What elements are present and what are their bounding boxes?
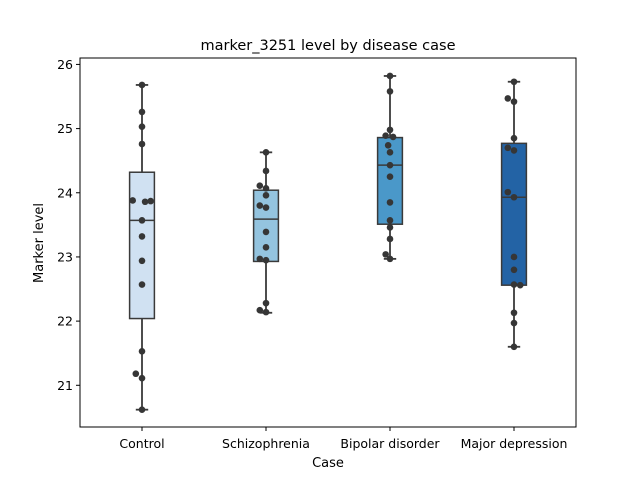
data-point bbox=[386, 149, 394, 156]
data-point bbox=[262, 256, 270, 264]
data-point bbox=[510, 253, 518, 261]
data-point bbox=[386, 126, 394, 134]
data-point bbox=[138, 217, 146, 224]
data-point bbox=[382, 132, 389, 139]
data-point bbox=[386, 173, 394, 181]
data-point bbox=[138, 374, 146, 382]
data-point bbox=[138, 233, 146, 240]
data-point bbox=[386, 235, 394, 243]
y-axis-label: Marker level bbox=[32, 203, 47, 283]
data-point bbox=[138, 81, 146, 89]
data-point bbox=[262, 228, 270, 236]
data-point bbox=[386, 72, 394, 80]
data-point bbox=[256, 306, 264, 314]
data-point bbox=[510, 134, 518, 142]
y-tick-label: 21 bbox=[57, 378, 73, 393]
x-tick-label: Control bbox=[119, 436, 164, 451]
data-point bbox=[138, 140, 146, 148]
data-point bbox=[510, 78, 518, 86]
data-point bbox=[147, 197, 154, 205]
x-axis-label: Case bbox=[312, 456, 344, 471]
data-point bbox=[510, 266, 518, 274]
data-point bbox=[141, 198, 149, 206]
x-tick-label: Bipolar disorder bbox=[340, 436, 440, 451]
data-point bbox=[262, 167, 270, 175]
data-point bbox=[510, 147, 518, 154]
axes-frame bbox=[79, 57, 577, 428]
data-point bbox=[510, 309, 518, 317]
data-point bbox=[132, 370, 140, 378]
data-point bbox=[262, 308, 270, 316]
y-tick-label: 25 bbox=[57, 121, 73, 136]
data-point bbox=[382, 251, 389, 258]
data-point bbox=[138, 123, 146, 130]
box-major-depression bbox=[500, 142, 528, 286]
data-point bbox=[510, 281, 518, 288]
box-control bbox=[128, 171, 156, 320]
data-point bbox=[138, 281, 146, 288]
data-point bbox=[386, 255, 394, 263]
x-tick-label: Major depression bbox=[461, 436, 568, 451]
data-point bbox=[256, 202, 264, 209]
data-point bbox=[389, 133, 397, 141]
data-point bbox=[262, 184, 270, 192]
plot-area: 21 22 23 24 25 26 Control Schizophrenia Bipolar … bbox=[57, 57, 577, 451]
data-point bbox=[138, 347, 146, 355]
data-point bbox=[504, 188, 512, 196]
data-point bbox=[386, 88, 394, 95]
x-tick-label: Schizophrenia bbox=[222, 436, 310, 451]
y-tick-label: 24 bbox=[57, 185, 73, 200]
chart-title: marker_3251 level by disease case bbox=[201, 38, 456, 54]
data-point bbox=[262, 149, 270, 156]
data-point bbox=[138, 108, 146, 116]
data-point bbox=[138, 257, 146, 265]
data-point bbox=[262, 244, 270, 251]
data-point bbox=[504, 95, 512, 102]
data-point bbox=[386, 199, 394, 206]
data-point bbox=[262, 204, 270, 211]
data-point bbox=[262, 299, 270, 307]
data-point bbox=[384, 141, 392, 149]
data-point bbox=[262, 192, 270, 199]
data-point bbox=[129, 197, 136, 204]
data-point bbox=[256, 255, 264, 263]
data-point bbox=[510, 343, 518, 351]
data-point bbox=[256, 182, 264, 190]
data-point bbox=[138, 406, 146, 413]
data-point bbox=[386, 161, 394, 169]
data-point bbox=[386, 224, 394, 231]
data-point bbox=[504, 144, 512, 152]
y-tick-label: 22 bbox=[57, 314, 73, 329]
y-tick-label: 26 bbox=[57, 57, 73, 72]
y-tick-label: 23 bbox=[57, 249, 73, 264]
data-point bbox=[510, 98, 518, 105]
data-point bbox=[386, 217, 394, 224]
data-point bbox=[510, 193, 518, 201]
data-point bbox=[510, 319, 518, 327]
box-schizophrenia bbox=[252, 189, 280, 263]
data-point bbox=[516, 281, 524, 289]
